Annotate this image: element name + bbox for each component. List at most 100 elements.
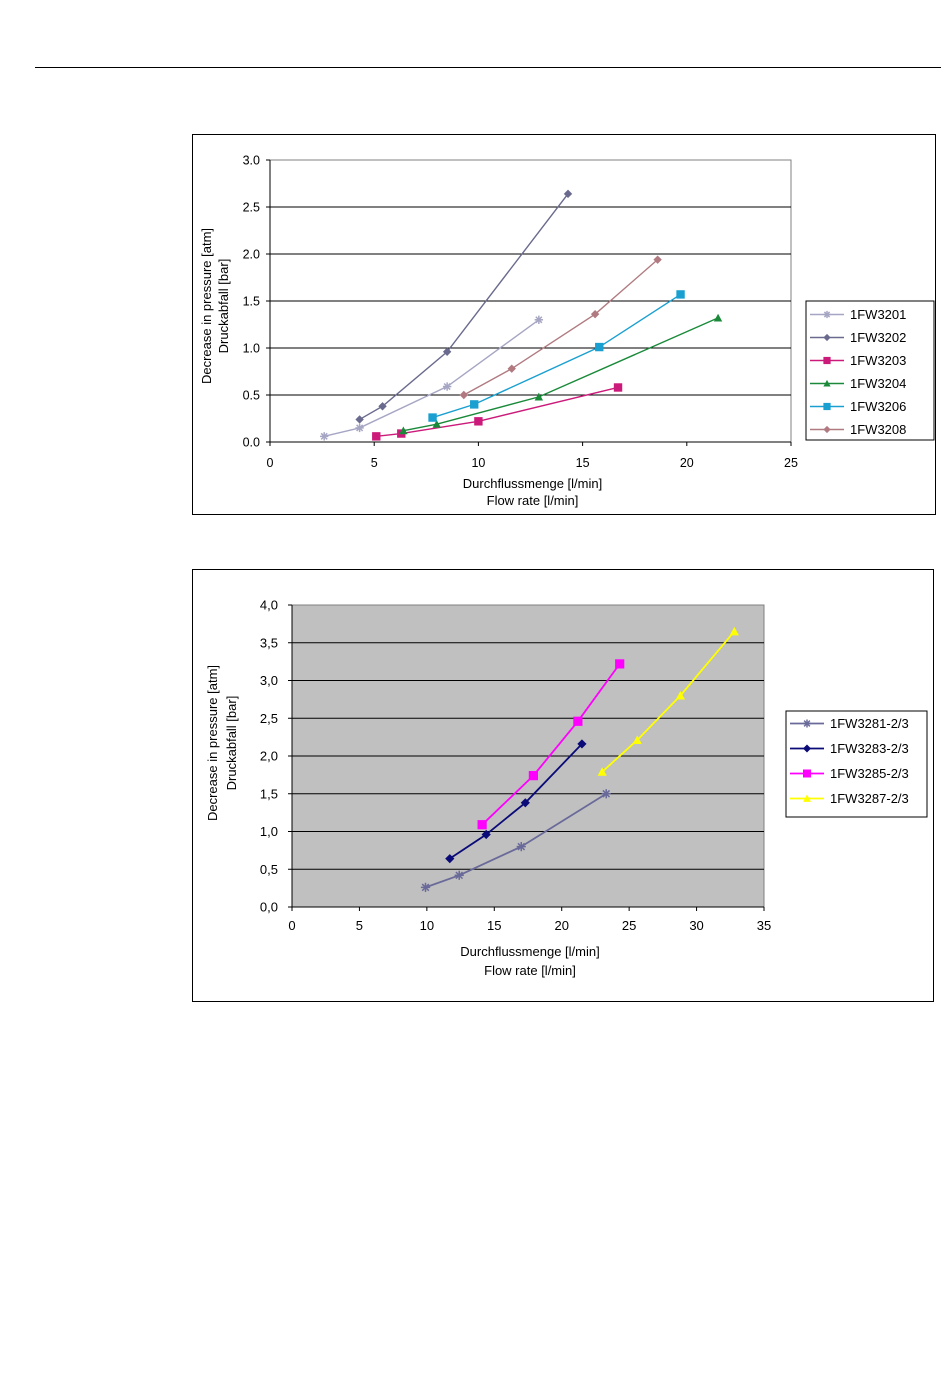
series-line: [449, 743, 583, 860]
legend-swatch-marker: [823, 310, 831, 319]
legend-item: 1FW3206: [810, 399, 906, 414]
series-1FW3208: [459, 255, 662, 400]
x-tick-label: 0: [288, 918, 295, 933]
legend-label: 1FW3201: [850, 307, 906, 322]
x-axis-label-secondary: Flow rate [l/min]: [487, 493, 579, 508]
legend-item: 1FW3203: [810, 353, 906, 368]
data-point: [355, 415, 364, 424]
legend-item: 1FW3283-2/3: [790, 741, 909, 756]
x-axis-label: Durchflussmenge [l/min]: [460, 944, 599, 959]
x-tick-label: 20: [680, 456, 694, 470]
legend-label: 1FW3283-2/3: [830, 741, 909, 756]
x-tick-label: 20: [554, 918, 568, 933]
data-point: [420, 882, 431, 892]
series-line: [463, 259, 659, 396]
data-point: [597, 767, 607, 776]
legend-label: 1FW3285-2/3: [830, 766, 909, 781]
x-tick-label: 10: [471, 456, 485, 470]
series-1FW3206: [428, 290, 685, 422]
series-1FW3202: [355, 189, 573, 424]
data-point: [399, 426, 408, 435]
legend-item: 1FW3204: [810, 376, 906, 391]
data-point: [632, 735, 642, 745]
legend-swatch-marker: [823, 425, 831, 434]
x-tick-label: 5: [371, 456, 378, 470]
data-point: [573, 716, 583, 726]
data-point: [713, 313, 723, 322]
y-axis-label-secondary: Druckabfall [bar]: [224, 696, 239, 791]
x-tick-label: 10: [420, 918, 434, 933]
data-point: [520, 798, 530, 808]
series-1FW3287-2/3: [597, 626, 739, 776]
y-tick-label: 0.0: [243, 436, 260, 450]
legend-swatch-marker: [803, 794, 811, 802]
data-point: [534, 392, 544, 401]
legend-swatch-marker: [803, 744, 811, 753]
y-tick-label: 2.5: [243, 201, 260, 215]
legend-label: 1FW3281-2/3: [830, 716, 909, 731]
y-tick-label: 4,0: [260, 598, 278, 613]
legend-item: 1FW3202: [810, 330, 906, 345]
data-point: [428, 413, 437, 422]
legend-item: 1FW3201: [810, 307, 906, 322]
series-line: [324, 319, 540, 438]
legend-item: 1FW3208: [810, 422, 906, 437]
data-point: [481, 829, 491, 840]
y-tick-label: 3,5: [260, 635, 278, 650]
x-tick-label: 5: [356, 918, 363, 933]
y-tick-label: 1.5: [243, 295, 260, 309]
legend-swatch-marker: [803, 769, 811, 778]
data-point: [454, 870, 464, 880]
legend-swatch-marker: [823, 402, 831, 411]
legend-swatch-marker: [823, 333, 831, 342]
series-line: [432, 293, 681, 419]
series-line: [601, 630, 736, 773]
page-top-rule: [35, 67, 941, 68]
data-point: [474, 417, 483, 426]
data-point: [432, 419, 441, 428]
data-point: [528, 771, 538, 781]
series-1FW3201: [319, 315, 544, 441]
legend-item: 1FW3281-2/3: [790, 716, 909, 731]
x-tick-label: 35: [757, 918, 771, 933]
data-point: [577, 739, 587, 749]
series-line: [403, 317, 719, 432]
data-point: [470, 400, 479, 409]
legend-box: [805, 300, 935, 441]
data-point: [601, 789, 611, 799]
series-line: [359, 193, 569, 421]
x-axis-label-secondary: Flow rate [l/min]: [484, 963, 576, 978]
series-1FW3283-2/3: [445, 739, 587, 864]
x-tick-label: 25: [622, 918, 636, 933]
data-point: [442, 347, 452, 356]
legend-label: 1FW3202: [850, 330, 906, 345]
data-point: [615, 659, 625, 669]
data-point: [675, 691, 685, 700]
y-tick-label: 0.5: [243, 389, 260, 403]
y-axis-label: Decrease in pressure [atm]: [199, 228, 214, 384]
legend-label: 1FW3206: [850, 399, 906, 414]
series-1FW3285-2/3: [477, 659, 625, 830]
x-axis-label: Durchflussmenge [l/min]: [463, 476, 602, 491]
y-tick-label: 3,0: [260, 673, 278, 688]
legend-label: 1FW3208: [850, 422, 906, 437]
legend-item: 1FW3287-2/3: [790, 791, 909, 806]
data-point: [477, 820, 487, 830]
series-line: [481, 663, 621, 826]
legend-label: 1FW3204: [850, 376, 906, 391]
data-point: [319, 432, 329, 441]
series-line: [425, 792, 607, 889]
data-point: [534, 315, 544, 324]
legend-item: 1FW3285-2/3: [790, 766, 909, 781]
y-tick-label: 1,5: [260, 786, 278, 801]
legend: 1FW3281-2/3 1FW3283-2/3 1FW3285-2/3 1FW3287…: [785, 710, 928, 818]
x-tick-label: 0: [267, 456, 274, 470]
data-point: [595, 342, 604, 352]
legend-swatch-marker: [823, 379, 831, 387]
data-point: [676, 290, 685, 299]
data-point: [372, 432, 381, 441]
data-point: [459, 390, 469, 400]
data-point: [507, 364, 516, 373]
y-tick-label: 2,0: [260, 749, 278, 764]
